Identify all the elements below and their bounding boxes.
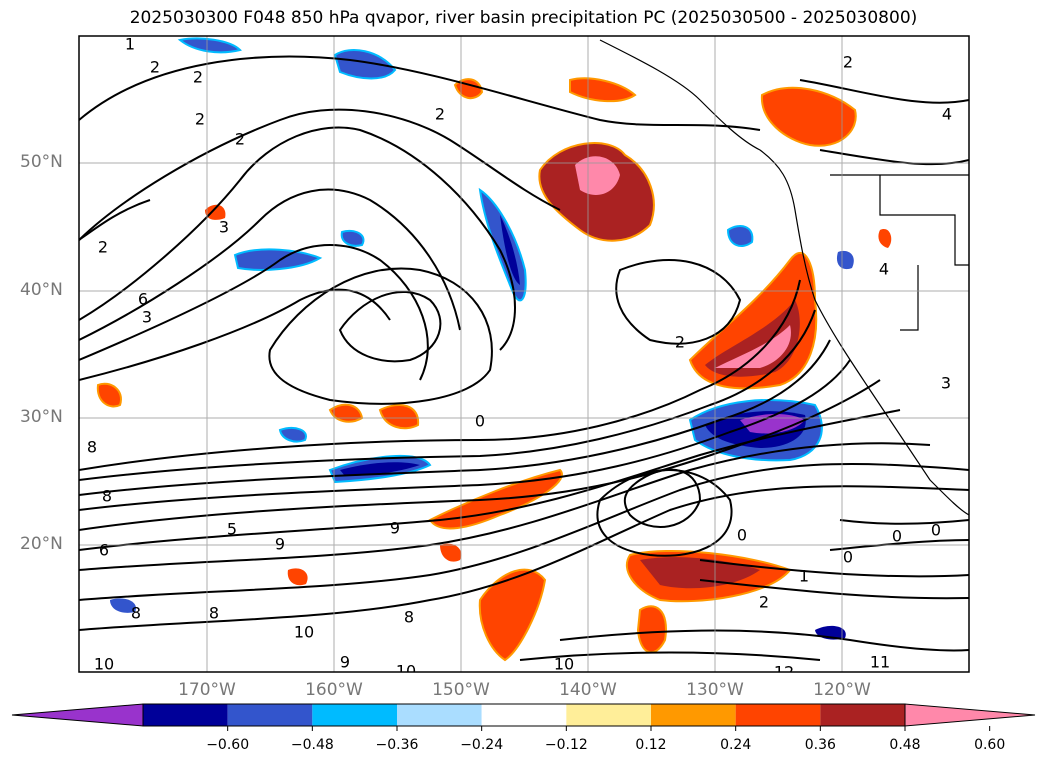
- contour-label: 0: [737, 526, 747, 545]
- colorbar-tick-label: −0.36: [375, 737, 419, 753]
- contour-label: 5: [227, 520, 237, 539]
- colorbar-swatch: [312, 704, 397, 726]
- contour-lines: [79, 55, 969, 661]
- contour-label: 3: [941, 374, 951, 393]
- contour-label: 8: [102, 487, 112, 506]
- contour-label: 0: [892, 527, 902, 546]
- contour-label: 1: [125, 35, 135, 54]
- contour-label: 3: [219, 218, 229, 237]
- lon-label-140w: 140°W: [559, 680, 617, 700]
- colorbar-tick-label: 0.24: [720, 737, 752, 753]
- lat-label-40n: 40°N: [20, 280, 63, 300]
- map-title: 2025030300 F048 850 hPa qvapor, river ba…: [129, 8, 918, 28]
- colorbar-swatch: [481, 704, 567, 726]
- colorbar-tick-label: −0.60: [206, 737, 250, 753]
- lon-label-120w: 120°W: [813, 680, 871, 700]
- contour-label: 0: [475, 412, 485, 431]
- colorbar-swatch: [143, 704, 228, 726]
- contour-label: 9: [340, 653, 350, 672]
- contour-label: 10: [554, 655, 574, 674]
- contour-label: 2: [235, 130, 245, 149]
- lon-label-150w: 150°W: [432, 680, 490, 700]
- colorbar-swatch: [820, 704, 905, 726]
- contour-label: 10: [94, 655, 114, 674]
- contour-label: 2: [150, 58, 160, 77]
- lon-label-160w: 160°W: [305, 680, 363, 700]
- contour-label: 6: [99, 541, 109, 560]
- contour-label: 1: [799, 567, 809, 586]
- lon-label-130w: 130°W: [686, 680, 744, 700]
- contour-label: 8: [404, 608, 414, 627]
- colorbar-extend-low: [11, 703, 144, 727]
- colorbar-tick-label: 0.48: [889, 737, 921, 753]
- contour-label: 9: [275, 535, 285, 554]
- contour-label: 2: [435, 105, 445, 124]
- contour-label: 2: [675, 333, 685, 352]
- colorbar-swatch: [227, 704, 313, 726]
- contour-label: 2: [193, 68, 203, 87]
- contour-label: 12: [774, 663, 794, 682]
- contour-label: 8: [209, 604, 219, 623]
- contour-label: 2: [195, 110, 205, 129]
- coastline: [599, 39, 969, 516]
- colorbar-swatch: [735, 704, 821, 726]
- colorbar-swatch: [566, 704, 651, 726]
- colorbar-tick-label: −0.24: [460, 737, 504, 753]
- contour-label: 3: [142, 308, 152, 327]
- colorbar-tick-label: −0.12: [544, 737, 588, 753]
- lat-label-30n: 30°N: [20, 407, 63, 427]
- contour-label: 10: [294, 623, 314, 642]
- lat-label-50n: 50°N: [20, 152, 63, 172]
- contour-label: 0: [931, 521, 941, 540]
- colorbar-tick-label: 0.60: [974, 737, 1006, 753]
- negative-anomaly-shading: [110, 37, 854, 640]
- colorbar-tick-label: 0.36: [804, 737, 836, 753]
- contour-label: 10: [396, 662, 416, 681]
- colorbar-tick-label: 0.12: [635, 737, 667, 753]
- contour-label: 4: [879, 260, 889, 279]
- lat-label-20n: 20°N: [20, 534, 63, 554]
- colorbar: [11, 703, 1036, 731]
- colorbar-tick-label: −0.48: [290, 737, 334, 753]
- colorbar-extend-high: [904, 703, 1036, 727]
- map-frame: [78, 35, 970, 673]
- lon-label-170w: 170°W: [178, 680, 236, 700]
- colorbar-swatch: [651, 704, 736, 726]
- contour-label: 9: [390, 519, 400, 538]
- contour-label: 2: [98, 238, 108, 257]
- colorbar-swatch: [397, 704, 482, 726]
- contour-label: 6: [138, 290, 148, 309]
- colorbar-frame: [142, 703, 906, 727]
- contour-label: 11: [870, 653, 890, 672]
- contour-label: 4: [942, 105, 952, 124]
- contour-label: 0: [843, 548, 853, 567]
- contour-label: 8: [87, 438, 97, 457]
- contour-label: 8: [131, 604, 141, 623]
- graticule: [79, 36, 969, 672]
- contour-label: 2: [759, 593, 769, 612]
- contour-label: 2: [843, 53, 853, 72]
